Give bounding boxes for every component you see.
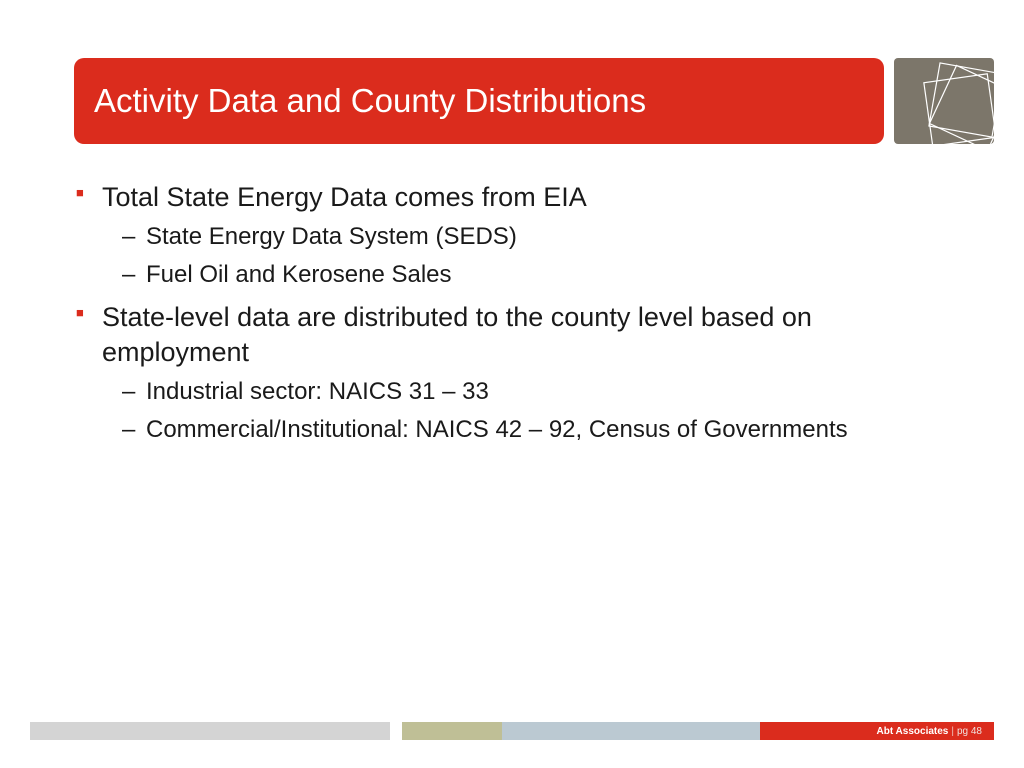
footer-segment-brand: Abt Associates | pg 48	[760, 722, 994, 740]
bullet-item: Total State Energy Data comes from EIA S…	[76, 180, 964, 292]
slide-body: Total State Energy Data comes from EIA S…	[76, 180, 964, 455]
slide-header: Activity Data and County Distributions	[74, 58, 994, 144]
sub-bullet-item: Commercial/Institutional: NAICS 42 – 92,…	[102, 414, 964, 446]
sub-bullet-text: State Energy Data System (SEDS)	[146, 223, 517, 250]
footer-segment-blue	[502, 722, 760, 740]
bullet-text: State-level data are distributed to the …	[102, 302, 812, 367]
sub-bullet-item: Fuel Oil and Kerosene Sales	[102, 259, 964, 291]
bullet-item: State-level data are distributed to the …	[76, 300, 964, 447]
footer-gap	[390, 722, 402, 740]
header-decor-icon	[894, 58, 994, 144]
footer-segment-gray	[30, 722, 390, 740]
title-box: Activity Data and County Distributions	[74, 58, 884, 144]
sub-bullet-item: State Energy Data System (SEDS)	[102, 221, 964, 253]
footer-bar: Abt Associates | pg 48	[30, 722, 994, 740]
slide-title: Activity Data and County Distributions	[94, 82, 646, 120]
sub-bullet-text: Industrial sector: NAICS 31 – 33	[146, 378, 489, 405]
footer-brand: Abt Associates	[876, 726, 948, 737]
sub-bullet-text: Commercial/Institutional: NAICS 42 – 92,…	[146, 416, 848, 443]
bullet-text: Total State Energy Data comes from EIA	[102, 182, 587, 212]
footer-segment-olive	[402, 722, 502, 740]
sub-bullet-text: Fuel Oil and Kerosene Sales	[146, 261, 452, 288]
footer-divider: |	[951, 726, 954, 737]
footer-page: pg 48	[957, 726, 982, 737]
sub-bullet-item: Industrial sector: NAICS 31 – 33	[102, 376, 964, 408]
